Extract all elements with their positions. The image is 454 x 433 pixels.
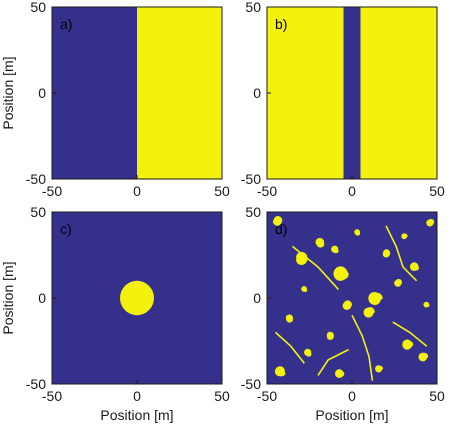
region-blob <box>418 352 429 362</box>
x-tick-label: -50 <box>257 183 277 199</box>
region-blob <box>426 218 435 227</box>
region-blob <box>326 331 334 340</box>
region-blob <box>296 251 308 265</box>
y-tick-label: -50 <box>26 376 46 392</box>
region-blob <box>363 307 375 318</box>
region-blob <box>331 245 339 254</box>
x-tick-label: 50 <box>429 183 445 199</box>
x-tick-label: 0 <box>348 388 356 404</box>
region-blob <box>401 233 408 240</box>
region-blob <box>394 278 403 287</box>
x-tick-label: -50 <box>42 388 62 404</box>
x-tick-label: 50 <box>429 388 445 404</box>
region-blob <box>315 237 325 248</box>
region-blob <box>354 229 361 236</box>
region-blob <box>335 369 345 378</box>
x-tick-label: 50 <box>214 388 230 404</box>
y-axis-label: Position [m] <box>0 261 16 334</box>
region-blob <box>285 314 293 323</box>
region-blob <box>382 249 391 258</box>
region-blob <box>368 291 383 306</box>
panel-label: c) <box>60 221 72 237</box>
y-tick-label: -50 <box>241 376 261 392</box>
region-blob <box>375 365 384 373</box>
heatmap-regions <box>273 216 435 381</box>
x-axis-label: Position [m] <box>315 407 388 423</box>
region-rect <box>343 7 361 179</box>
y-tick-label: 50 <box>245 204 261 220</box>
region-blob <box>274 366 286 377</box>
x-tick-label: -50 <box>257 388 277 404</box>
y-tick-label: 50 <box>30 0 46 15</box>
region-streak <box>291 245 339 290</box>
region-blob <box>409 262 419 271</box>
region-streak <box>351 314 374 381</box>
region-blob <box>301 286 308 293</box>
panel-label: b) <box>275 16 287 32</box>
region-disc <box>120 280 154 316</box>
panel-a: -50 0 50 -50 0 50 a) Position [m] <box>0 0 230 199</box>
x-tick-label: -50 <box>42 183 62 199</box>
region-blob <box>304 348 312 357</box>
panel-c: -50 0 50 -50 0 50 c) Position [m] Position [m] <box>0 204 230 423</box>
panel-label: d) <box>275 221 287 237</box>
heatmap-regions <box>343 7 361 179</box>
y-tick-label: 0 <box>253 85 261 101</box>
x-tick-label: 50 <box>214 183 230 199</box>
x-tick-label: 0 <box>348 183 356 199</box>
x-tick-label: 0 <box>133 183 141 199</box>
region-blob <box>423 301 430 308</box>
y-tick-label: 0 <box>38 85 46 101</box>
heatmap-background <box>267 212 437 384</box>
x-tick-label: 0 <box>133 388 141 404</box>
panel-d: -50 0 50 -50 0 50 d) Position [m] <box>241 204 445 423</box>
panel-label: a) <box>60 16 72 32</box>
y-tick-label: 0 <box>38 290 46 306</box>
heatmap-regions <box>137 7 222 179</box>
y-tick-label: 50 <box>30 204 46 220</box>
region-blob <box>333 266 349 281</box>
region-streak <box>392 321 428 347</box>
region-blob <box>402 339 414 350</box>
panel-b: -50 0 50 -50 0 50 b) <box>241 0 445 199</box>
x-axis-label: Position [m] <box>100 407 173 423</box>
region-streak <box>385 225 418 282</box>
y-axis-label: Position [m] <box>0 56 16 129</box>
region-blob <box>342 300 352 310</box>
region-streak <box>317 348 349 376</box>
region-streak <box>274 331 306 364</box>
heatmap-regions <box>120 280 154 316</box>
region-rect <box>137 7 222 179</box>
y-tick-label: -50 <box>241 171 261 187</box>
y-tick-label: 50 <box>245 0 261 15</box>
y-tick-label: 0 <box>253 290 261 306</box>
y-tick-label: -50 <box>26 171 46 187</box>
region-blob <box>273 216 283 226</box>
